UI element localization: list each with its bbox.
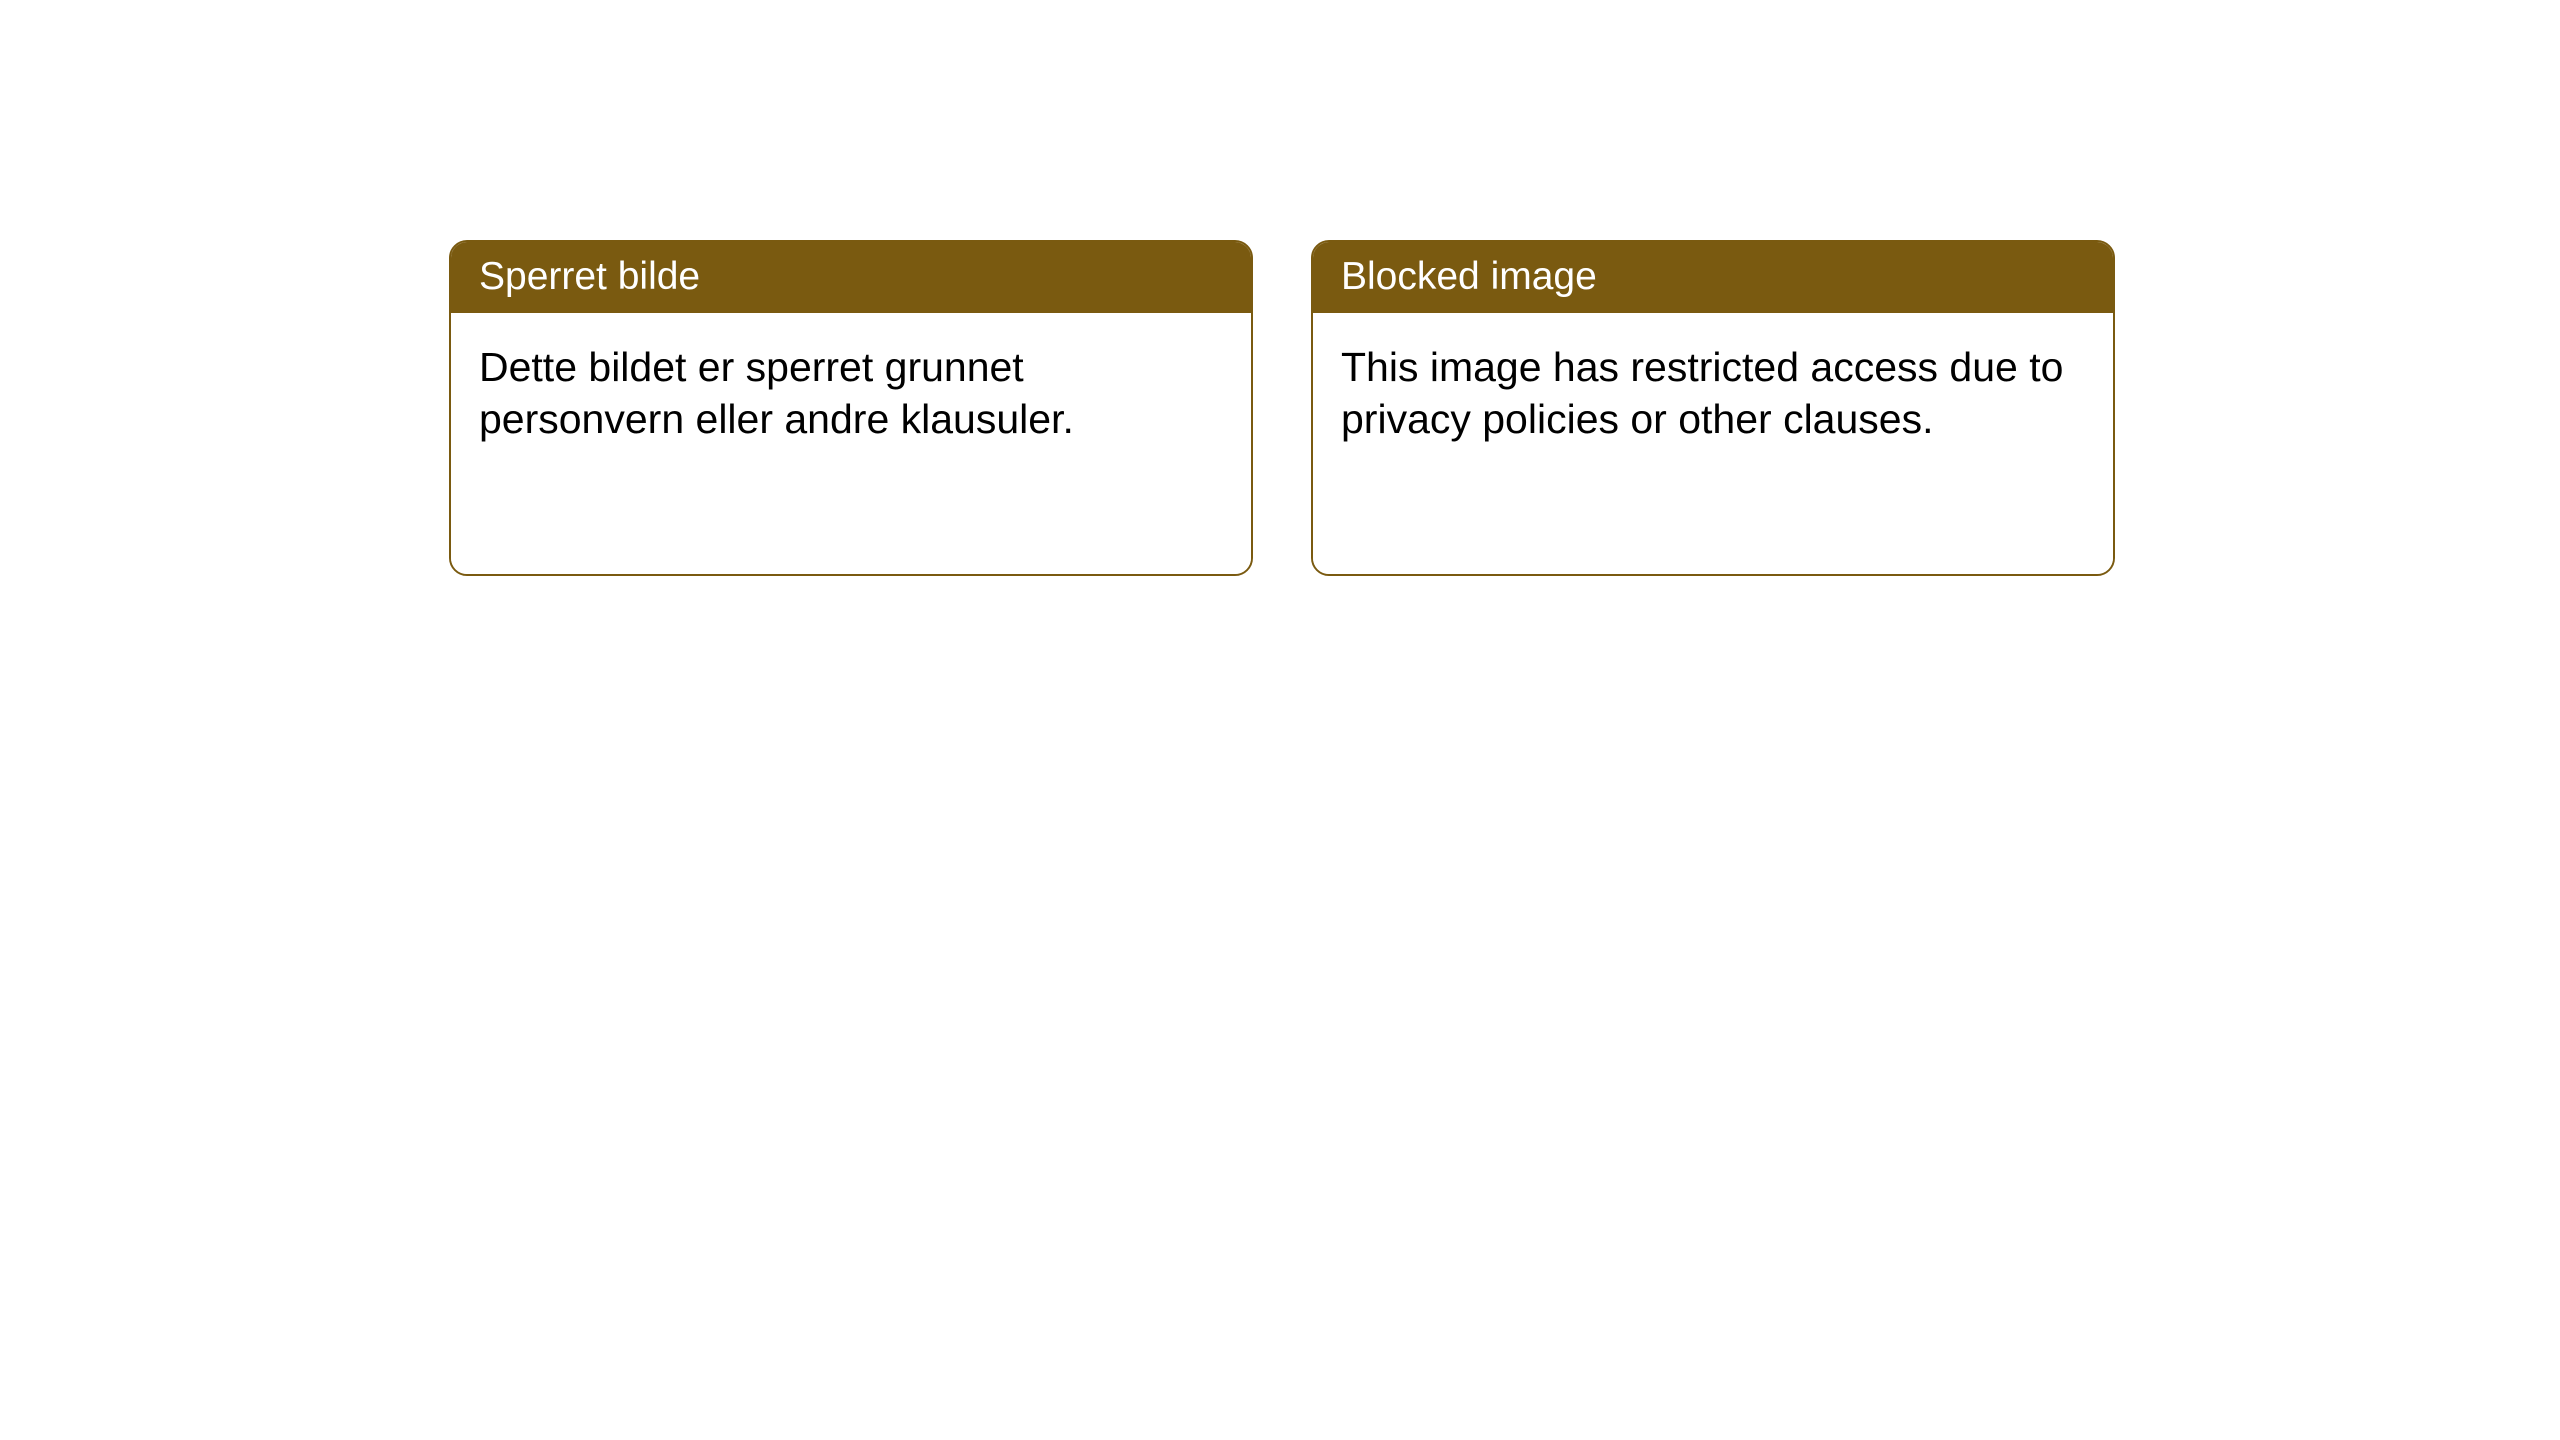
- card-norwegian: Sperret bilde Dette bildet er sperret gr…: [449, 240, 1253, 576]
- card-english: Blocked image This image has restricted …: [1311, 240, 2115, 576]
- card-body-norwegian: Dette bildet er sperret grunnet personve…: [451, 313, 1251, 574]
- card-header-norwegian: Sperret bilde: [451, 242, 1251, 313]
- blocked-image-cards: Sperret bilde Dette bildet er sperret gr…: [449, 240, 2115, 576]
- card-body-english: This image has restricted access due to …: [1313, 313, 2113, 574]
- card-header-english: Blocked image: [1313, 242, 2113, 313]
